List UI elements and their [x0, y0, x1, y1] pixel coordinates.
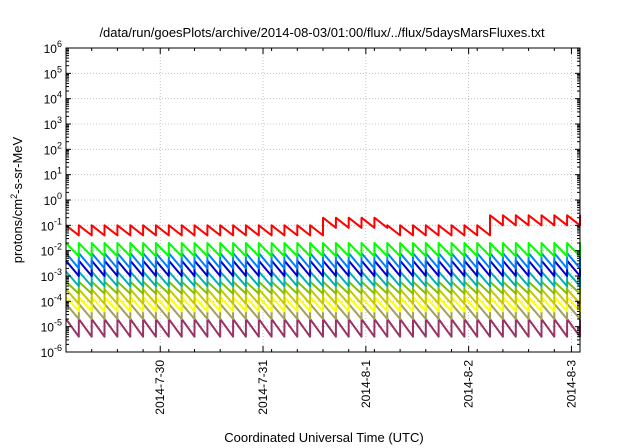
y-tick-label: 105	[44, 64, 62, 81]
y-tick-base: 10	[44, 143, 58, 157]
axis-ticks	[65, 47, 581, 353]
series-line-1	[65, 242, 581, 258]
y-tick-label: 106	[44, 39, 62, 56]
y-tick-exponent: -6	[54, 343, 62, 353]
y-axis-label-prefix: protons/cm	[10, 199, 25, 263]
series-group	[65, 214, 581, 338]
x-tick-label: 2014-7-30	[153, 360, 167, 415]
series-line-0	[65, 214, 581, 237]
series-line-9	[65, 318, 581, 338]
y-tick-base: 10	[44, 194, 58, 208]
y-tick-label: 101	[44, 166, 62, 183]
y-tick-base: 10	[41, 245, 55, 259]
y-tick-exponent: -2	[54, 242, 62, 252]
x-tick-label: 2014-8-3	[564, 360, 578, 408]
x-tick-label: 2014-8-1	[359, 360, 373, 408]
y-tick-exponent: 2	[57, 140, 62, 150]
y-axis-label: protons/cm2-s-sr-MeV	[9, 136, 25, 263]
y-tick-label: 100	[44, 191, 62, 208]
x-axis-label: Coordinated Universal Time (UTC)	[224, 430, 423, 445]
chart-title: /data/run/goesPlots/archive/2014-08-03/0…	[99, 25, 545, 40]
y-tick-labels: 10610510410310210110010-110-210-310-410-…	[41, 39, 62, 360]
y-tick-exponent: 0	[57, 191, 62, 201]
y-tick-exponent: 4	[57, 90, 62, 100]
y-tick-base: 10	[41, 346, 55, 360]
y-tick-base: 10	[44, 118, 58, 132]
y-tick-label: 104	[44, 90, 62, 107]
y-tick-exponent: -5	[54, 318, 62, 328]
x-tick-labels: 2014-7-30 2014-7-31 2014-8-1 2014-8-2 2014-8…	[153, 360, 578, 415]
y-tick-exponent: 6	[57, 39, 62, 49]
y-tick-label: 10-3	[41, 267, 62, 284]
y-tick-label: 10-5	[41, 318, 62, 335]
series-line-2	[65, 252, 581, 270]
y-tick-label: 103	[44, 115, 62, 132]
y-tick-base: 10	[44, 93, 58, 107]
y-tick-label: 10-4	[41, 292, 62, 309]
y-tick-label: 10-2	[41, 242, 62, 259]
x-tick-label: 2014-8-2	[462, 360, 476, 408]
y-tick-base: 10	[44, 42, 58, 56]
y-tick-exponent: 5	[57, 64, 62, 74]
series-line-5	[65, 280, 581, 295]
y-tick-exponent: 1	[57, 166, 62, 176]
y-tick-label: 102	[44, 140, 62, 157]
y-tick-base: 10	[41, 270, 55, 284]
x-tick-label: 2014-7-31	[256, 360, 270, 415]
y-tick-base: 10	[41, 295, 55, 309]
y-axis-label-sup: 2	[9, 194, 19, 199]
y-tick-base: 10	[44, 169, 58, 183]
series-line-6	[65, 288, 581, 305]
y-tick-exponent: -1	[54, 216, 62, 226]
y-tick-exponent: -3	[54, 267, 62, 277]
y-tick-label: 10-1	[41, 216, 62, 233]
y-axis-label-suffix: -s-sr-MeV	[10, 136, 25, 193]
y-tick-base: 10	[41, 321, 55, 335]
y-tick-base: 10	[41, 219, 55, 233]
series-line-4	[65, 270, 581, 288]
y-tick-base: 10	[44, 67, 58, 81]
y-tick-label: 10-6	[41, 343, 62, 360]
y-tick-exponent: -4	[54, 292, 62, 302]
y-tick-exponent: 3	[57, 115, 62, 125]
